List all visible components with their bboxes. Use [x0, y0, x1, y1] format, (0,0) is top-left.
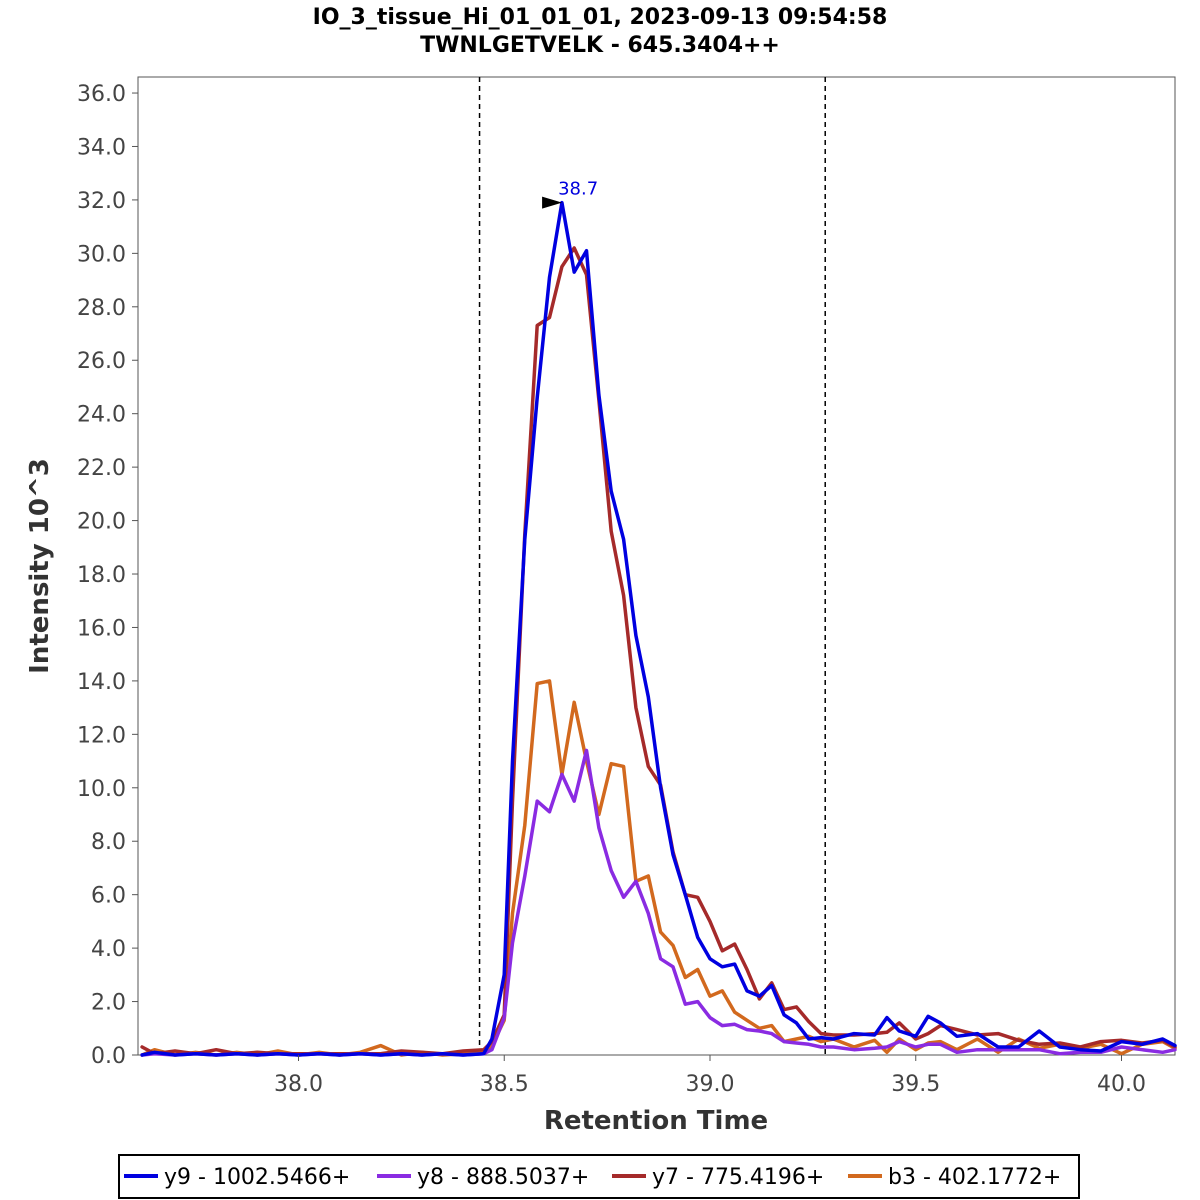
y-tick-label: 32.0: [77, 189, 126, 214]
peak-label: 38.7: [558, 179, 598, 200]
y-tick-label: 30.0: [77, 242, 126, 267]
x-tick-label: 39.0: [686, 1072, 735, 1097]
y-tick-label: 20.0: [77, 510, 126, 535]
y-tick-label: 36.0: [77, 82, 126, 107]
peak-marker-arrow: [542, 196, 563, 209]
y-tick-label: 34.0: [77, 135, 126, 160]
series-line: [140, 200, 1177, 1057]
y-axis-label: Intensity 10^3: [25, 458, 55, 674]
legend-entry-label: y8 - 888.5037+: [417, 1165, 589, 1190]
peak-boundaries: [478, 77, 826, 1055]
y-tick-label: 8.0: [91, 830, 126, 855]
chart-title: IO_3_tissue_Hi_01_01_01, 2023-09-13 09:5…: [313, 5, 888, 30]
y-tick-label: 0.0: [91, 1044, 126, 1069]
y-tick-label: 28.0: [77, 296, 126, 321]
y-tick-label: 18.0: [77, 563, 126, 588]
series-group: [140, 200, 1177, 1057]
peak-annotation-group: 38.7: [542, 179, 598, 209]
chart-subtitle: TWNLGETVELK - 645.3404++: [420, 33, 780, 58]
y-tick-label: 24.0: [77, 403, 126, 428]
y-tick-label: 22.0: [77, 456, 126, 481]
x-axis: 38.0 38.5 39.0 39.5 40.0: [274, 1055, 1146, 1097]
x-tick-label: 40.0: [1097, 1072, 1146, 1097]
x-tick-label: 39.5: [891, 1072, 940, 1097]
legend-entry-label: y7 - 775.4196+: [652, 1165, 824, 1190]
y-tick-label: 4.0: [91, 937, 126, 962]
legend-entry-label: y9 - 1002.5466+: [164, 1165, 350, 1190]
legend-entry-label: b3 - 402.1772+: [888, 1165, 1061, 1190]
legend-box: [118, 1154, 1080, 1199]
y-tick-label: 26.0: [77, 349, 126, 374]
y-tick-label: 2.0: [91, 991, 126, 1016]
y-tick-label: 6.0: [91, 884, 126, 909]
x-tick-label: 38.5: [480, 1072, 529, 1097]
x-axis-label: Retention Time: [544, 1106, 768, 1136]
legend: y9 - 1002.5466+ y8 - 888.5037+ y7 - 775.41…: [118, 1154, 1080, 1199]
y-tick-label: 14.0: [77, 670, 126, 695]
x-tick-label: 38.0: [274, 1072, 323, 1097]
plot-area: [137, 76, 1176, 1056]
y-tick-label: 12.0: [77, 723, 126, 748]
y-tick-label: 10.0: [77, 777, 126, 802]
y-tick-label: 16.0: [77, 616, 126, 641]
y-axis: 0.0 2.0 4.0 6.0 8.0 10.0 12.0 14.0 16.0 18.0 20.0 2…: [77, 82, 138, 1069]
